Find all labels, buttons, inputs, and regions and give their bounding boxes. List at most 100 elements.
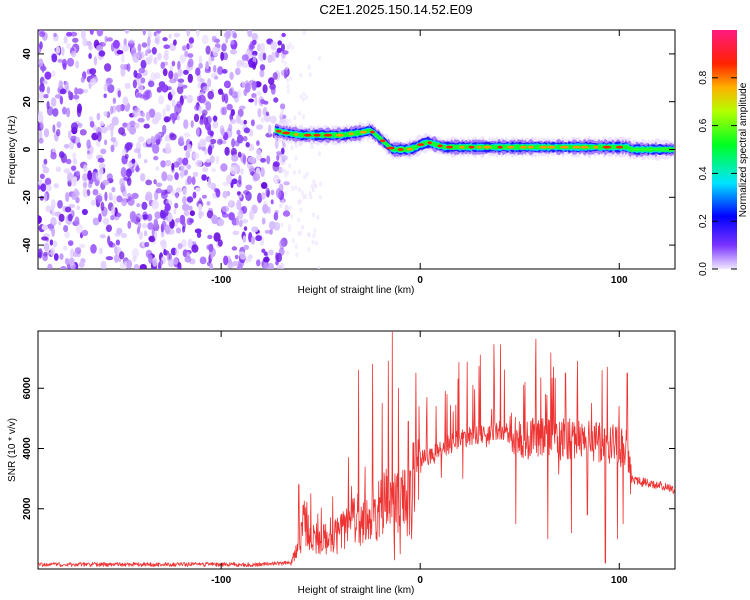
spectrogram-noise-blob: [206, 115, 212, 124]
spectrogram-noise-blob: [160, 230, 165, 238]
spectrogram-y-tick-label: 20: [22, 96, 33, 108]
spectrogram-noise-blob: [294, 243, 298, 249]
spectrogram-noise-blob: [209, 155, 215, 164]
spectrogram-noise-blob: [122, 96, 129, 106]
spectrogram-noise-blob: [63, 245, 68, 251]
spectrogram-noise-blob: [316, 214, 320, 220]
spectrogram-noise-blob: [199, 138, 207, 148]
spectrogram-noise-blob: [116, 50, 124, 55]
spectrogram-noise-blob: [224, 146, 230, 156]
spectrogram-noise-blob: [314, 240, 318, 246]
spectrogram-noise-blob: [53, 32, 57, 38]
spectrogram-noise-blob: [100, 148, 107, 155]
spectrogram-noise-blob: [198, 94, 206, 104]
spectrogram-noise-blob: [141, 201, 148, 210]
spectrogram-noise-blob: [299, 94, 303, 100]
spectrogram-noise-blob: [282, 50, 289, 55]
spectrogram-noise-blob: [226, 103, 233, 111]
spectrogram-noise-blob: [292, 170, 296, 176]
spectrogram-noise-blob: [64, 258, 70, 265]
spectrogram-noise-blob: [142, 30, 146, 36]
spectrogram-noise-blob: [155, 30, 162, 34]
spectrogram-noise-blob: [182, 225, 186, 233]
spectrogram-noise-blob: [76, 106, 82, 118]
spectrogram-noise-blob: [51, 208, 55, 217]
spectrogram-noise-blob: [239, 105, 246, 110]
spectrogram-noise-blob: [244, 82, 251, 93]
spectrogram-noise-blob: [207, 234, 213, 240]
spectrogram-noise-blob: [181, 203, 190, 212]
spectrogram-noise-blob: [319, 181, 322, 187]
spectrogram-noise-blob: [46, 86, 51, 95]
spectrogram-noise-blob: [147, 80, 155, 88]
spectrogram-noise-blob: [64, 81, 69, 91]
spectrogram-noise-blob: [256, 90, 262, 96]
spectrogram-noise-blob: [79, 243, 86, 249]
spectrogram-ridge-core: [276, 129, 282, 133]
spectrogram-noise-blob: [146, 213, 153, 222]
spectrogram-noise-blob: [124, 30, 130, 34]
spectrogram-noise-blob: [110, 128, 114, 138]
spectrogram-noise-blob: [132, 79, 137, 89]
spectrogram-noise-blob: [307, 232, 311, 238]
spectrogram-noise-blob: [133, 70, 138, 78]
spectrogram-noise-blob: [256, 140, 260, 146]
spectrogram-ridge-core: [323, 133, 333, 137]
spectrogram-noise-blob: [122, 122, 128, 128]
spectrogram-noise-blob: [290, 213, 294, 219]
spectrogram-noise-blob: [231, 154, 239, 162]
spectrogram-noise-blob: [50, 247, 55, 257]
spectrogram-noise-blob: [93, 56, 98, 66]
spectrogram-noise-blob: [230, 147, 237, 157]
spectrogram-noise-blob: [54, 94, 62, 99]
spectrogram-noise-blob: [173, 32, 181, 38]
spectrogram-noise-blob: [70, 31, 78, 37]
spectrogram-noise-blob: [104, 35, 108, 43]
spectrogram-noise-blob: [205, 45, 211, 55]
spectrogram-noise-blob: [157, 52, 162, 61]
spectrogram-ridge-core: [527, 145, 534, 149]
spectrogram-noise-blob: [208, 177, 212, 186]
spectrogram-noise-blob: [62, 106, 67, 115]
spectrogram-noise-blob: [280, 112, 284, 118]
spectrogram-noise-blob: [153, 179, 157, 185]
spectrogram-noise-blob: [133, 148, 141, 154]
spectrogram-noise-blob: [153, 31, 157, 36]
spectrogram-noise-blob: [224, 93, 229, 104]
spectrogram-noise-blob: [82, 173, 89, 182]
spectrogram-noise-blob: [131, 248, 140, 258]
spectrogram-noise-blob: [59, 253, 64, 260]
colorbar-tick-label: 0.8: [698, 70, 709, 84]
spectrogram-noise-blob: [230, 109, 235, 116]
spectrogram-noise-blob: [89, 68, 97, 75]
spectrogram-noise-blob: [260, 98, 265, 105]
spectrogram-noise-blob: [260, 182, 268, 189]
snr-x-tick-label: 0: [417, 575, 423, 586]
spectrogram-noise-blob: [198, 105, 203, 115]
spectrogram-noise-blob: [105, 77, 112, 88]
spectrogram-noise-blob: [63, 168, 71, 174]
spectrogram-noise-blob: [137, 117, 145, 123]
spectrogram-noise-blob: [150, 72, 157, 82]
spectrogram-noise-blob: [241, 54, 249, 61]
spectrogram-noise-blob: [43, 242, 50, 252]
spectrogram-noise-blob: [106, 37, 113, 42]
spectrogram-noise-blob: [119, 251, 125, 260]
spectrogram-noise-blob: [179, 54, 187, 63]
spectrogram-noise-blob: [58, 213, 65, 222]
spectrogram-noise-blob: [198, 62, 203, 69]
spectrogram-noise-blob: [131, 158, 136, 164]
spectrogram-noise-blob: [211, 168, 217, 173]
spectrogram-noise-blob: [113, 254, 119, 263]
spectrogram-noise-blob: [290, 145, 294, 151]
spectrogram-noise-blob: [279, 239, 285, 250]
spectrogram-noise-blob: [100, 126, 108, 134]
spectrogram-noise-blob: [269, 115, 277, 124]
spectrogram-noise-blob: [42, 80, 48, 85]
spectrogram-noise-blob: [263, 261, 269, 269]
snr-x-ticks: -100 0 100: [211, 331, 628, 586]
spectrogram-noise-blob: [102, 217, 110, 225]
spectrogram-noise-blob: [96, 45, 103, 52]
spectrogram-x-tick-label: -100: [211, 275, 231, 286]
spectrogram-noise-blob: [43, 158, 48, 165]
